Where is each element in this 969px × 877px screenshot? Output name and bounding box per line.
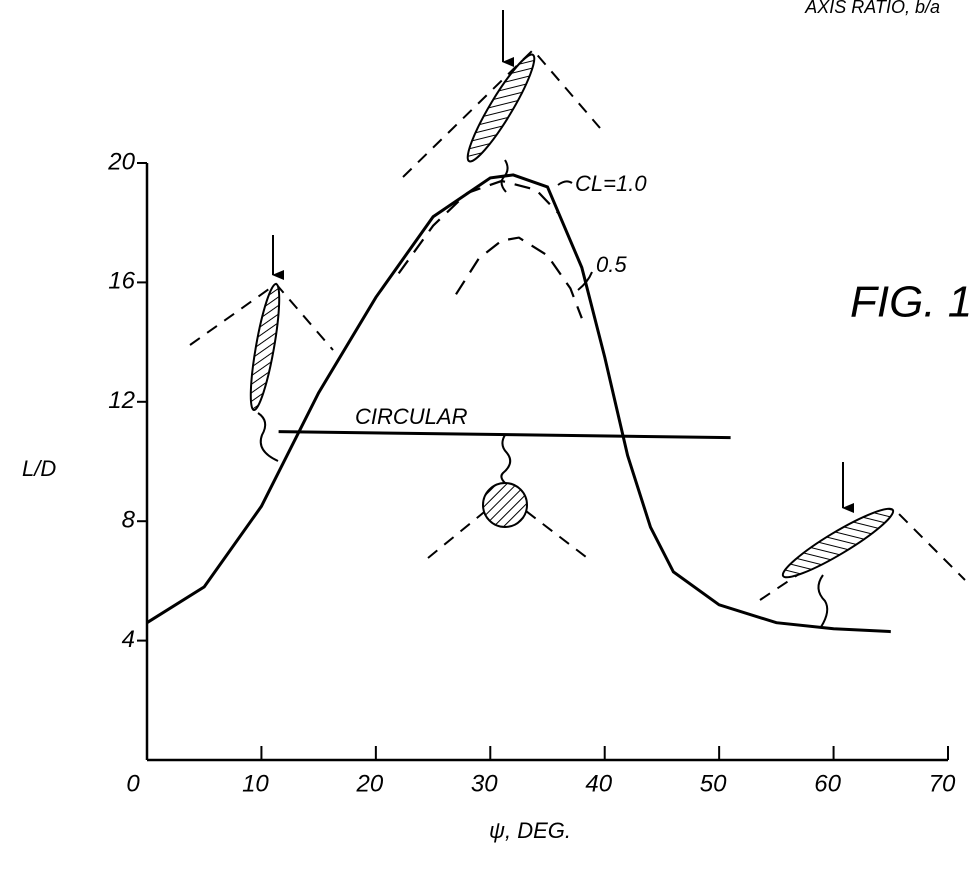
series-line (278, 430, 731, 440)
series-line (455, 236, 583, 319)
sketches (189, 10, 966, 628)
x-tick-label: 20 (356, 770, 384, 797)
x-tick-label: 60 (814, 770, 841, 797)
series-line (146, 173, 891, 634)
series-label: CIRCULAR (355, 404, 468, 429)
x-tick-label: 30 (471, 770, 498, 797)
x-tick-label: 50 (700, 770, 727, 797)
x-tick-label: 10 (242, 770, 269, 797)
series-label: CL=1.0 (575, 171, 647, 196)
chart-title: FIG. 1A (850, 278, 969, 327)
y-tick-label: 20 (107, 148, 135, 175)
y-tick-label: 12 (108, 387, 135, 414)
y-tick-label: 8 (122, 507, 136, 534)
x-tick-label: 40 (585, 770, 612, 797)
series-line (397, 179, 560, 275)
series-label: 0.5 (596, 252, 627, 277)
y-tick-label: 4 (122, 626, 135, 653)
y-axis-label: L/D (22, 456, 56, 481)
subtitle: AXIS RATIO, b/a (804, 0, 940, 17)
x-tick-label: 0 (126, 770, 140, 797)
x-axis-label: ψ, DEG. (489, 818, 571, 843)
x-tick-label: 70 (929, 770, 956, 797)
y-tick-label: 16 (108, 268, 135, 295)
